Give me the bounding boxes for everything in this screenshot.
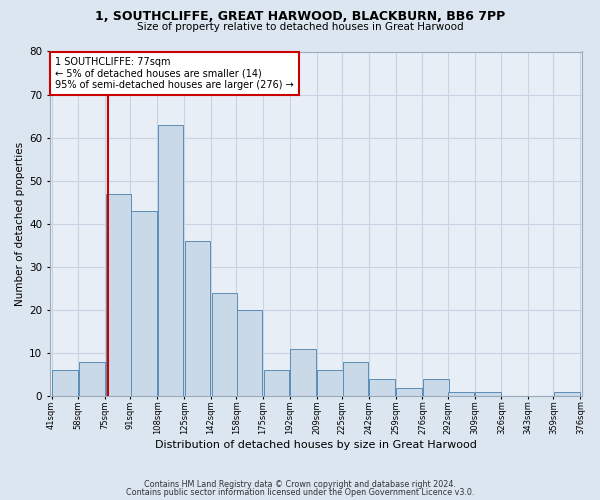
Bar <box>290 349 316 397</box>
Bar <box>158 125 184 396</box>
Bar <box>212 293 237 397</box>
Bar <box>237 310 262 396</box>
Bar <box>185 241 211 396</box>
Bar <box>554 392 580 396</box>
Bar <box>317 370 343 396</box>
Bar <box>343 362 368 396</box>
Text: Contains public sector information licensed under the Open Government Licence v3: Contains public sector information licen… <box>126 488 474 497</box>
Text: 1, SOUTHCLIFFE, GREAT HARWOOD, BLACKBURN, BB6 7PP: 1, SOUTHCLIFFE, GREAT HARWOOD, BLACKBURN… <box>95 10 505 23</box>
Text: 1 SOUTHCLIFFE: 77sqm
← 5% of detached houses are smaller (14)
95% of semi-detach: 1 SOUTHCLIFFE: 77sqm ← 5% of detached ho… <box>55 56 294 90</box>
Y-axis label: Number of detached properties: Number of detached properties <box>15 142 25 306</box>
Bar <box>79 362 104 396</box>
Text: Size of property relative to detached houses in Great Harwood: Size of property relative to detached ho… <box>137 22 463 32</box>
Bar <box>448 392 474 396</box>
Bar <box>396 388 422 396</box>
Bar <box>131 211 157 396</box>
Bar <box>423 379 449 396</box>
Bar <box>263 370 289 396</box>
Text: Contains HM Land Registry data © Crown copyright and database right 2024.: Contains HM Land Registry data © Crown c… <box>144 480 456 489</box>
Bar <box>52 370 78 396</box>
Bar <box>475 392 501 396</box>
Bar <box>370 379 395 396</box>
X-axis label: Distribution of detached houses by size in Great Harwood: Distribution of detached houses by size … <box>155 440 477 450</box>
Bar <box>106 194 131 396</box>
